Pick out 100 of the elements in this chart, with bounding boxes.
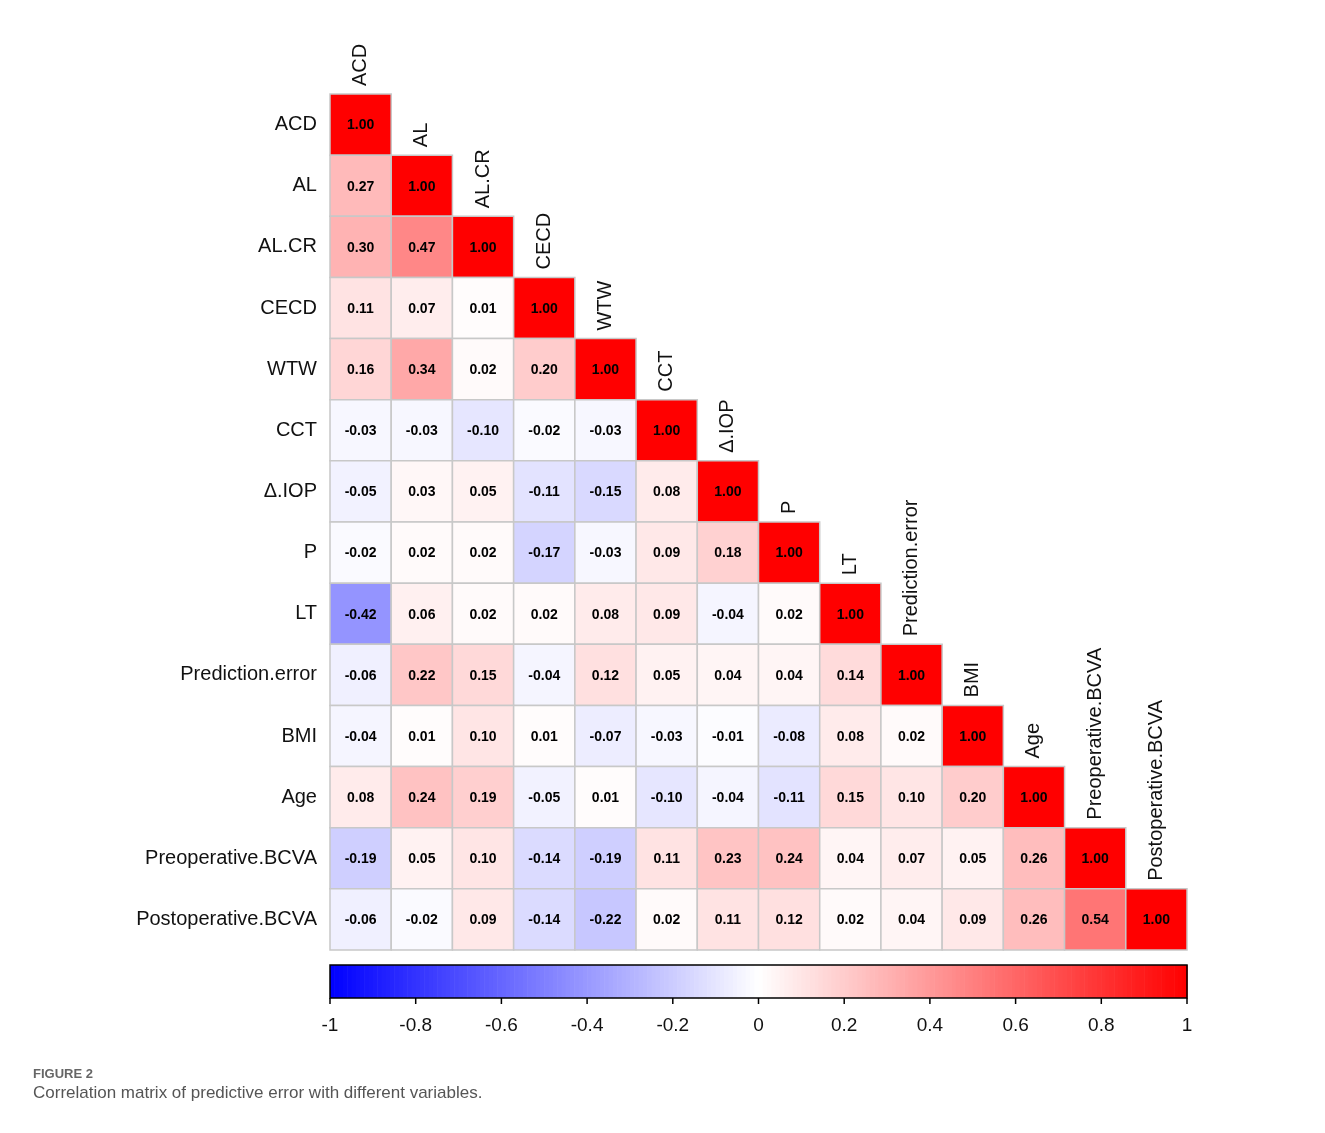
data-label: 1.00 xyxy=(591,361,620,377)
data-label: 0.02 xyxy=(836,911,865,928)
data-label: -0.03 xyxy=(344,422,377,439)
data-label: 0.08 xyxy=(653,483,681,500)
data-label: 0.02 xyxy=(530,605,559,622)
y-tick-label: Prediction.error xyxy=(180,662,318,685)
color-bar-label: -1 xyxy=(321,1013,339,1035)
data-label: 0.08 xyxy=(346,789,375,805)
data-label: -0.03 xyxy=(589,422,622,439)
color-bar-label: 0 xyxy=(753,1013,764,1035)
data-label: -0.03 xyxy=(589,544,622,561)
y-tick-label: CCT xyxy=(275,417,317,440)
data-label: 0.09 xyxy=(653,544,681,561)
data-label: 0.07 xyxy=(408,299,436,316)
data-label: 0.02 xyxy=(408,544,436,561)
data-label: 0.02 xyxy=(775,605,803,622)
data-label: 0.47 xyxy=(408,238,436,255)
data-label: 1.00 xyxy=(714,483,742,500)
data-label: -0.17 xyxy=(528,544,561,561)
data-label: 0.10 xyxy=(469,727,497,744)
data-label: 0.27 xyxy=(346,177,375,194)
data-label: 0.16 xyxy=(346,361,375,377)
data-label: 0.11 xyxy=(714,911,742,928)
data-label: -0.03 xyxy=(405,422,438,439)
data-label: 0.11 xyxy=(347,299,375,316)
color-bar-label: -0.4 xyxy=(570,1013,604,1035)
color-bar-label: 0.4 xyxy=(916,1013,944,1035)
data-label: -0.19 xyxy=(589,850,622,867)
data-label: -0.11 xyxy=(773,789,805,805)
data-label: 0.30 xyxy=(346,238,375,255)
data-label: -0.05 xyxy=(528,789,561,805)
data-label: 0.01 xyxy=(469,299,497,316)
data-label: -0.04 xyxy=(344,727,377,744)
data-label: -0.11 xyxy=(528,483,561,500)
data-label: 0.15 xyxy=(836,789,865,805)
data-label: 0.24 xyxy=(775,850,803,867)
data-label: -0.06 xyxy=(344,666,377,683)
data-label: -0.22 xyxy=(589,911,622,928)
y-tick-label: WTW xyxy=(267,356,318,379)
data-label: 1.00 xyxy=(1081,850,1110,867)
color-bar-label: -0.6 xyxy=(485,1013,518,1035)
data-label: -0.04 xyxy=(711,789,745,805)
y-tick-label: Δ.IOP xyxy=(263,478,317,501)
data-label: 0.09 xyxy=(653,605,681,622)
x-tick-label: Prediction.error xyxy=(899,499,922,637)
text: Correlation matrix of predictive error with different variables. xyxy=(33,1083,483,1103)
data-label: -0.10 xyxy=(650,789,683,805)
data-label: -0.01 xyxy=(711,727,745,744)
data-label: -0.02 xyxy=(344,544,377,561)
data-label: 0.08 xyxy=(591,605,620,622)
data-label: -0.04 xyxy=(711,605,745,622)
data-label: 1.00 xyxy=(530,299,559,316)
data-label: 0.12 xyxy=(591,666,620,683)
data-label: -0.02 xyxy=(528,422,561,439)
data-label: 1.00 xyxy=(653,422,681,439)
data-label: 0.01 xyxy=(408,727,436,744)
data-label: -0.42 xyxy=(344,605,377,622)
data-label: -0.15 xyxy=(589,483,622,500)
data-label: 1.00 xyxy=(959,727,987,744)
x-tick-label: Postoperative.BCVA xyxy=(1143,699,1166,881)
data-label: -0.10 xyxy=(467,422,500,439)
data-label: 1.00 xyxy=(1142,911,1171,928)
y-tick-label: Postoperative.BCVA xyxy=(136,906,318,929)
data-label: -0.02 xyxy=(405,911,438,928)
data-label: 0.04 xyxy=(775,666,803,683)
data-label: 0.10 xyxy=(897,789,926,805)
data-label: -0.19 xyxy=(344,850,377,867)
data-label: 0.26 xyxy=(1020,850,1048,867)
data-label: 0.01 xyxy=(530,727,559,744)
data-label: 0.02 xyxy=(653,911,681,928)
color-bar-label: -0.2 xyxy=(656,1013,690,1035)
y-tick-label: ACD xyxy=(274,112,317,135)
color-bar-label: 0.8 xyxy=(1088,1013,1115,1035)
y-tick-label: AL.CR xyxy=(258,234,317,257)
data-label: 0.02 xyxy=(897,727,926,744)
data-label: 0.09 xyxy=(959,911,987,928)
data-label: 1.00 xyxy=(408,177,436,194)
data-label: 0.24 xyxy=(408,789,436,805)
data-label: -0.08 xyxy=(773,727,806,744)
data-label: -0.14 xyxy=(528,911,561,928)
data-label: 1.00 xyxy=(346,116,375,133)
data-label: 0.18 xyxy=(714,544,742,561)
data-label: 0.20 xyxy=(530,361,559,377)
data-label: 0.19 xyxy=(469,789,497,805)
data-label: 1.00 xyxy=(1020,789,1048,805)
data-label: 0.02 xyxy=(469,605,497,622)
data-label: 0.05 xyxy=(408,850,436,867)
data-label: -0.14 xyxy=(528,850,561,867)
data-label: -0.06 xyxy=(344,911,377,928)
data-label: 0.03 xyxy=(408,483,436,500)
y-tick-label: CECD xyxy=(260,295,317,318)
color-bar-label: 1 xyxy=(1181,1013,1193,1035)
data-label: 0.23 xyxy=(714,850,742,867)
y-tick-label: Preoperative.BCVA xyxy=(145,845,318,868)
data-label: -0.05 xyxy=(344,483,377,500)
data-label: 0.05 xyxy=(653,666,681,683)
data-label: -0.04 xyxy=(528,666,561,683)
data-label: 0.12 xyxy=(775,911,803,928)
data-label: 0.22 xyxy=(408,666,436,683)
data-label: 0.20 xyxy=(959,789,987,805)
